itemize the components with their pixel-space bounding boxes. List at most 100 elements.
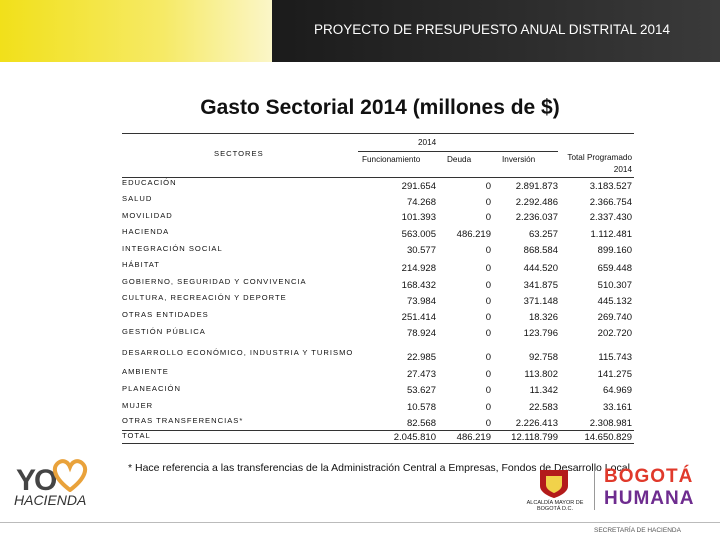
row-label: EDUCACIÓN <box>122 178 177 187</box>
row-value: 0 <box>485 181 491 192</box>
row-label: AMBIENTE <box>122 367 169 376</box>
logo-heart <box>52 459 88 492</box>
logo-bogota: BOGOTÁ <box>604 466 694 487</box>
row-value: 563.005 <box>401 229 436 240</box>
row-label: PLANEACIÓN <box>122 384 181 393</box>
row-value: 202.720 <box>597 328 632 339</box>
row-value: 2.292.486 <box>515 197 558 208</box>
row-label: MUJER <box>122 401 154 410</box>
row-value: 659.448 <box>597 263 632 274</box>
row-value: 486.219 <box>456 229 491 240</box>
row-value: 101.393 <box>401 212 436 223</box>
row-value: 2.226.413 <box>515 418 558 429</box>
banner-left <box>0 0 272 62</box>
row-value: 0 <box>485 418 491 429</box>
row-label: HÁBITAT <box>122 260 160 269</box>
slide-title: Gasto Sectorial 2014 (millones de $) <box>200 96 560 119</box>
row-value: 30.577 <box>406 245 436 256</box>
column-header: Deuda <box>447 155 472 164</box>
row-value: 0 <box>485 280 491 291</box>
row-value: 0 <box>485 312 491 323</box>
column-header: Funcionamiento <box>362 155 421 164</box>
row-value: 3.183.527 <box>589 181 632 192</box>
row-label: HACIENDA <box>122 227 170 236</box>
row-value: 341.875 <box>523 280 558 291</box>
row-label: GOBIERNO, SEGURIDAD Y CONVIVENCIA <box>122 277 307 286</box>
row-value: 2.236.037 <box>515 212 558 223</box>
row-value: 10.578 <box>406 402 436 413</box>
row-value: 113.802 <box>524 369 558 380</box>
logo-divider <box>594 470 595 510</box>
row-value: 11.342 <box>529 385 558 396</box>
row-value: 0 <box>485 352 491 363</box>
row-value: 2.366.754 <box>589 197 632 208</box>
row-label: OTRAS ENTIDADES <box>122 310 209 319</box>
row-value: 0 <box>485 296 491 307</box>
row-value: 2.891.873 <box>515 181 558 192</box>
column-header: Total Programado 2014 <box>567 153 632 174</box>
row-value: 269.740 <box>597 312 632 323</box>
row-value: 168.432 <box>401 280 436 291</box>
rule <box>122 177 634 178</box>
row-value: 445.132 <box>597 296 632 307</box>
row-value: 868.584 <box>523 245 558 256</box>
row-value: 1.112.481 <box>590 229 632 240</box>
row-value: 0 <box>485 402 491 413</box>
total-value: 14.650.829 <box>584 432 632 443</box>
total-label: TOTAL <box>122 431 151 440</box>
banner-right <box>272 0 720 62</box>
row-value: 33.161 <box>602 402 632 413</box>
total-value: 486.219 <box>456 432 491 443</box>
header-title: PROYECTO DE PRESUPUESTO ANUAL DISTRITAL … <box>313 22 671 37</box>
row-value: 0 <box>485 212 491 223</box>
group-header: 2014 <box>418 138 437 147</box>
row-label: OTRAS TRANSFERENCIAS* <box>122 416 244 425</box>
row-value: 82.568 <box>406 418 436 429</box>
row-value: 141.275 <box>597 369 632 380</box>
logo-shield <box>540 470 568 498</box>
row-value: 0 <box>485 197 491 208</box>
row-value: 18.326 <box>528 312 558 323</box>
row-label: GESTIÓN PÚBLICA <box>122 327 206 336</box>
row-value: 22.583 <box>528 402 558 413</box>
row-value: 2.308.981 <box>589 418 632 429</box>
logo-hacienda: HACIENDA <box>14 492 87 508</box>
footer-text: SECRETARÍA DE HACIENDA <box>594 527 681 534</box>
row-value: 63.257 <box>528 229 558 240</box>
row-value: 291.654 <box>401 181 436 192</box>
row-value: 0 <box>485 385 491 396</box>
row-value: 123.796 <box>523 328 558 339</box>
row-value: 22.985 <box>406 352 436 363</box>
row-value: 92.758 <box>528 352 558 363</box>
row-label: INTEGRACIÓN SOCIAL <box>122 244 223 253</box>
footnote: * Hace referencia a las transferencias d… <box>128 462 630 474</box>
sector-header: SECTORES <box>214 149 264 158</box>
row-value: 0 <box>485 369 491 380</box>
row-value: 0 <box>485 263 491 274</box>
row-value: 371.148 <box>523 296 558 307</box>
logo-yo: YO <box>16 464 57 497</box>
row-label: SALUD <box>122 194 153 203</box>
row-value: 899.160 <box>597 245 632 256</box>
row-value: 0 <box>485 328 491 339</box>
row-label: DESARROLLO ECONÓMICO, INDUSTRIA Y TURISM… <box>122 348 354 357</box>
logo-humana: HUMANA <box>604 488 695 509</box>
row-value: 444.520 <box>523 263 558 274</box>
row-value: 78.924 <box>406 328 436 339</box>
row-value: 251.414 <box>401 312 436 323</box>
row-value: 0 <box>485 245 491 256</box>
rule <box>358 151 558 152</box>
row-value: 2.337.430 <box>589 212 632 223</box>
row-label: MOVILIDAD <box>122 211 173 220</box>
row-value: 64.969 <box>602 385 632 396</box>
row-value: 27.473 <box>406 369 436 380</box>
rule <box>122 443 634 444</box>
row-value: 115.743 <box>598 352 632 363</box>
row-value: 53.627 <box>406 385 436 396</box>
row-value: 73.984 <box>406 296 436 307</box>
rule <box>122 133 634 134</box>
rule <box>122 430 634 431</box>
row-value: 214.928 <box>401 263 436 274</box>
